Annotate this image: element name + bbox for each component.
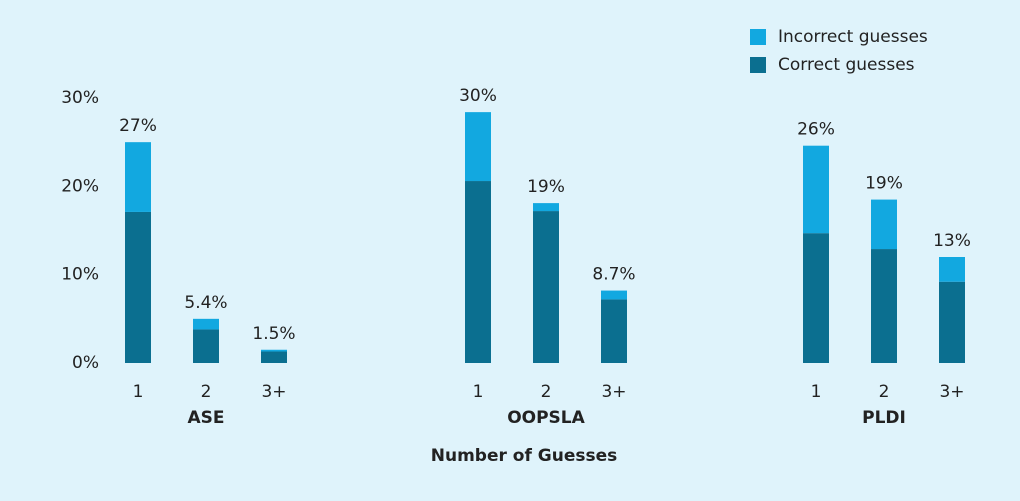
x-tick-label: 2 [201, 382, 212, 402]
x-tick-label: 2 [879, 382, 890, 402]
y-tick-label: 20% [61, 176, 99, 196]
bar-segment [939, 281, 965, 363]
total-label: 27% [119, 116, 157, 136]
bar-segment [465, 112, 491, 182]
x-tick-label: 1 [133, 382, 144, 402]
legend-swatch [750, 29, 766, 45]
legend-swatch [750, 57, 766, 73]
x-tick-label: 3+ [939, 382, 964, 402]
bar-segment [193, 318, 219, 330]
bar-segment [465, 181, 491, 363]
total-label: 19% [527, 177, 565, 197]
bar-segment [871, 199, 897, 250]
bar-segment [125, 142, 151, 212]
bar-segment [261, 349, 287, 352]
bar-segment [261, 351, 287, 363]
total-label: 13% [933, 231, 971, 251]
bar-segment [803, 145, 829, 234]
legend-label: Incorrect guesses [778, 27, 928, 47]
bar-segment [193, 329, 219, 363]
total-label: 30% [459, 86, 497, 106]
total-label: 19% [865, 174, 903, 194]
bar-segment [533, 203, 559, 212]
total-label: 1.5% [252, 324, 295, 344]
x-axis-label: Number of Guesses [431, 446, 618, 466]
bar-segment [533, 211, 559, 363]
total-label: 8.7% [592, 265, 635, 285]
bar-segment [939, 257, 965, 282]
y-tick-label: 0% [72, 353, 99, 373]
bar-segment [601, 299, 627, 363]
legend-label: Correct guesses [778, 55, 915, 75]
y-tick-label: 10% [61, 265, 99, 285]
x-tick-label: 3+ [601, 382, 626, 402]
group-label: ASE [187, 408, 224, 428]
bar-segment [803, 233, 829, 363]
group-label: PLDI [862, 408, 906, 428]
y-tick-label: 30% [61, 88, 99, 108]
total-label: 5.4% [184, 293, 227, 313]
x-tick-label: 3+ [261, 382, 286, 402]
total-label: 26% [797, 120, 835, 140]
x-tick-label: 1 [473, 382, 484, 402]
group-label: OOPSLA [507, 408, 585, 428]
x-tick-label: 1 [811, 382, 822, 402]
bar-segment [601, 290, 627, 300]
bar-segment [871, 249, 897, 363]
bar-segment [125, 211, 151, 363]
x-tick-label: 2 [541, 382, 552, 402]
